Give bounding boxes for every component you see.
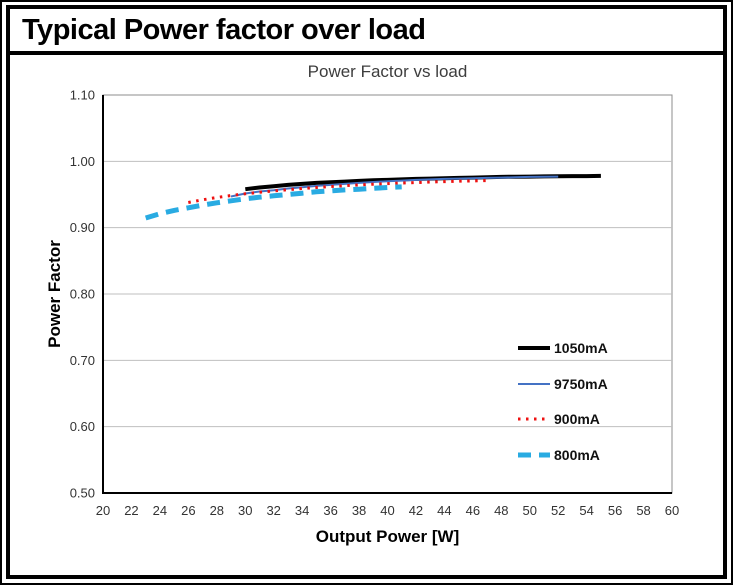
x-tick-label: 32	[266, 503, 280, 518]
x-tick-label: 60	[665, 503, 679, 518]
x-tick-label: 30	[238, 503, 252, 518]
x-tick-label: 36	[323, 503, 337, 518]
chart-title: Power Factor vs load	[307, 62, 468, 81]
x-tick-label: 46	[466, 503, 480, 518]
series-line-900mA	[188, 179, 488, 204]
y-axis-title: Power Factor	[45, 240, 64, 348]
legend-label-800mA: 800mA	[554, 447, 600, 463]
x-tick-label: 26	[181, 503, 195, 518]
x-axis-title: Output Power [W]	[315, 527, 460, 546]
x-tick-label: 28	[210, 503, 224, 518]
x-tick-label: 24	[153, 503, 167, 518]
x-tick-label: 52	[551, 503, 565, 518]
x-tick-label: 20	[96, 503, 110, 518]
y-tick-label: 0.90	[70, 220, 95, 235]
x-tick-label: 22	[124, 503, 138, 518]
y-tick-label: 0.50	[70, 486, 95, 501]
y-tick-label: 0.60	[70, 419, 95, 434]
x-tick-label: 44	[437, 503, 451, 518]
y-tick-label: 1.10	[70, 88, 95, 103]
figure-panel: Typical Power factor over load Power Fac…	[6, 5, 727, 579]
x-tick-label: 50	[523, 503, 537, 518]
x-tick-label: 54	[579, 503, 593, 518]
x-tick-label: 58	[636, 503, 650, 518]
chart-area: Power Factor vs load 0.50 0.60 0.70 0.80 0.9…	[10, 55, 723, 575]
series-line-800mA	[144, 184, 402, 221]
x-tick-label: 40	[380, 503, 394, 518]
power-factor-chart: 0.50 0.60 0.70 0.80 0.90 1.00 1.10 20 22 24 26 28 30…	[70, 88, 680, 519]
y-tick-label: 0.80	[70, 287, 95, 302]
y-tick-label: 1.00	[70, 154, 95, 169]
legend-label-9750mA: 9750mA	[554, 376, 608, 392]
x-tick-label: 38	[352, 503, 366, 518]
x-tick-label: 34	[295, 503, 309, 518]
x-tick-label: 56	[608, 503, 622, 518]
title-bar: Typical Power factor over load	[10, 9, 723, 55]
x-tick-label: 48	[494, 503, 508, 518]
legend-label-900mA: 900mA	[554, 411, 600, 427]
y-tick-label: 0.70	[70, 353, 95, 368]
x-tick-label: 42	[409, 503, 423, 518]
page-title: Typical Power factor over load	[22, 13, 426, 46]
legend-label-1050mA: 1050mA	[554, 340, 608, 356]
